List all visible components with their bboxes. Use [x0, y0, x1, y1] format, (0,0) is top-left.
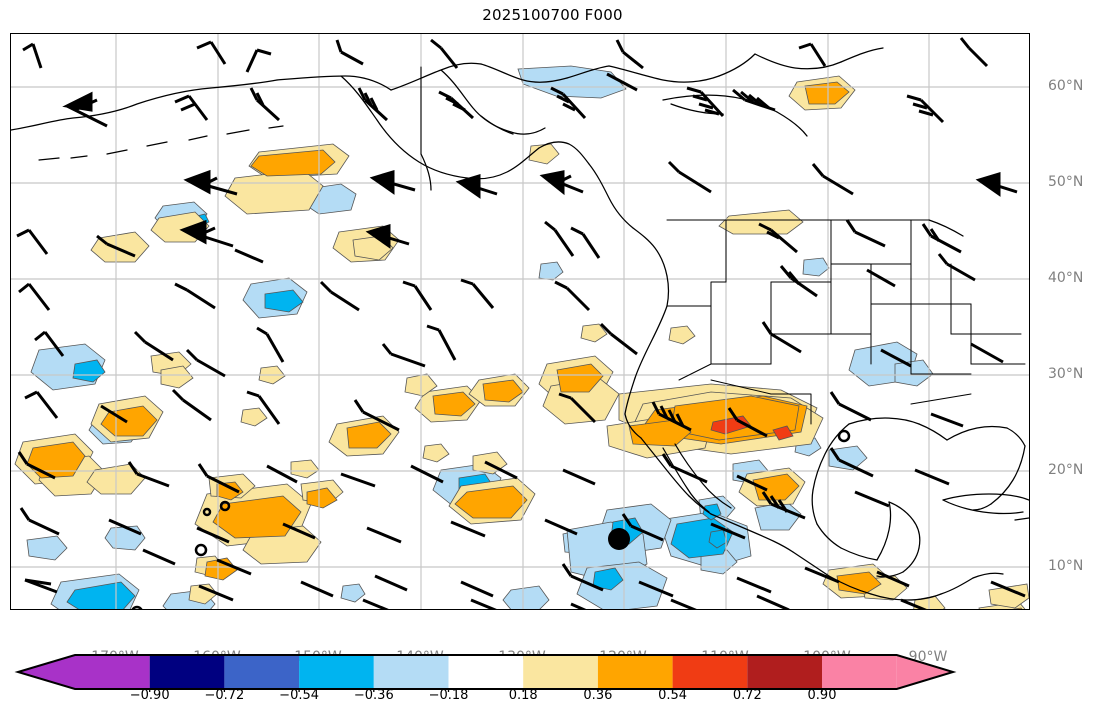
lat-tick-30n: 30°N — [1048, 366, 1084, 382]
colorbar-segments — [18, 655, 953, 689]
cbar-label-8: 0.72 — [732, 688, 762, 703]
cbar-label-2: −0.54 — [279, 688, 320, 703]
cbar-label-5: 0.18 — [508, 688, 538, 703]
storm-center-marker[interactable] — [608, 528, 630, 550]
cbar-label-9: 0.90 — [807, 688, 837, 703]
cbar-label-3: −0.36 — [353, 688, 394, 703]
lat-tick-60n: 60°N — [1048, 78, 1084, 94]
lat-tick-50n: 50°N — [1048, 174, 1084, 190]
page-title: 2025100700 F000 — [482, 6, 623, 24]
colorbar[interactable]: −0.90 −0.72 −0.54 −0.36 −0.18 0.18 0.36 … — [10, 652, 1095, 710]
map-frame — [10, 33, 1030, 610]
colorbar-canvas — [14, 654, 957, 692]
cbar-label-4: −0.18 — [428, 688, 469, 703]
cbar-seg-9 — [747, 655, 822, 689]
lat-tick-20n: 20°N — [1048, 462, 1084, 478]
cbar-under-arrow — [18, 655, 75, 689]
cbar-label-1: −0.72 — [204, 688, 245, 703]
cbar-seg-1 — [149, 655, 225, 689]
cbar-seg-0 — [75, 655, 150, 689]
cbar-label-6: 0.36 — [583, 688, 613, 703]
coastlines — [11, 47, 1029, 601]
cbar-seg-3 — [299, 655, 374, 689]
cbar-label-0: −0.90 — [129, 688, 170, 703]
lat-tick-40n: 40°N — [1048, 270, 1084, 286]
cbar-seg-6 — [523, 655, 598, 689]
cbar-over-arrow — [896, 655, 953, 689]
anomaly-contours — [14, 65, 1029, 609]
cbar-label-7: 0.54 — [658, 688, 688, 703]
lat-lon-gridlines — [11, 34, 1029, 609]
cbar-seg-7 — [597, 655, 673, 689]
colorbar-ticks — [149, 689, 823, 692]
cbar-seg-10 — [822, 655, 897, 689]
map-plot[interactable]: 170°W 160°W 150°W 140°W 130°W 120°W 110°… — [10, 33, 1083, 665]
cbar-seg-4 — [373, 655, 449, 689]
lat-tick-10n: 10°N — [1048, 558, 1084, 574]
cbar-seg-2 — [224, 655, 300, 689]
cbar-seg-5 — [448, 655, 524, 689]
colorbar-outline — [14, 654, 957, 690]
wind-barbs — [16, 37, 1026, 609]
map-canvas — [11, 34, 1029, 609]
cbar-seg-8 — [672, 655, 748, 689]
